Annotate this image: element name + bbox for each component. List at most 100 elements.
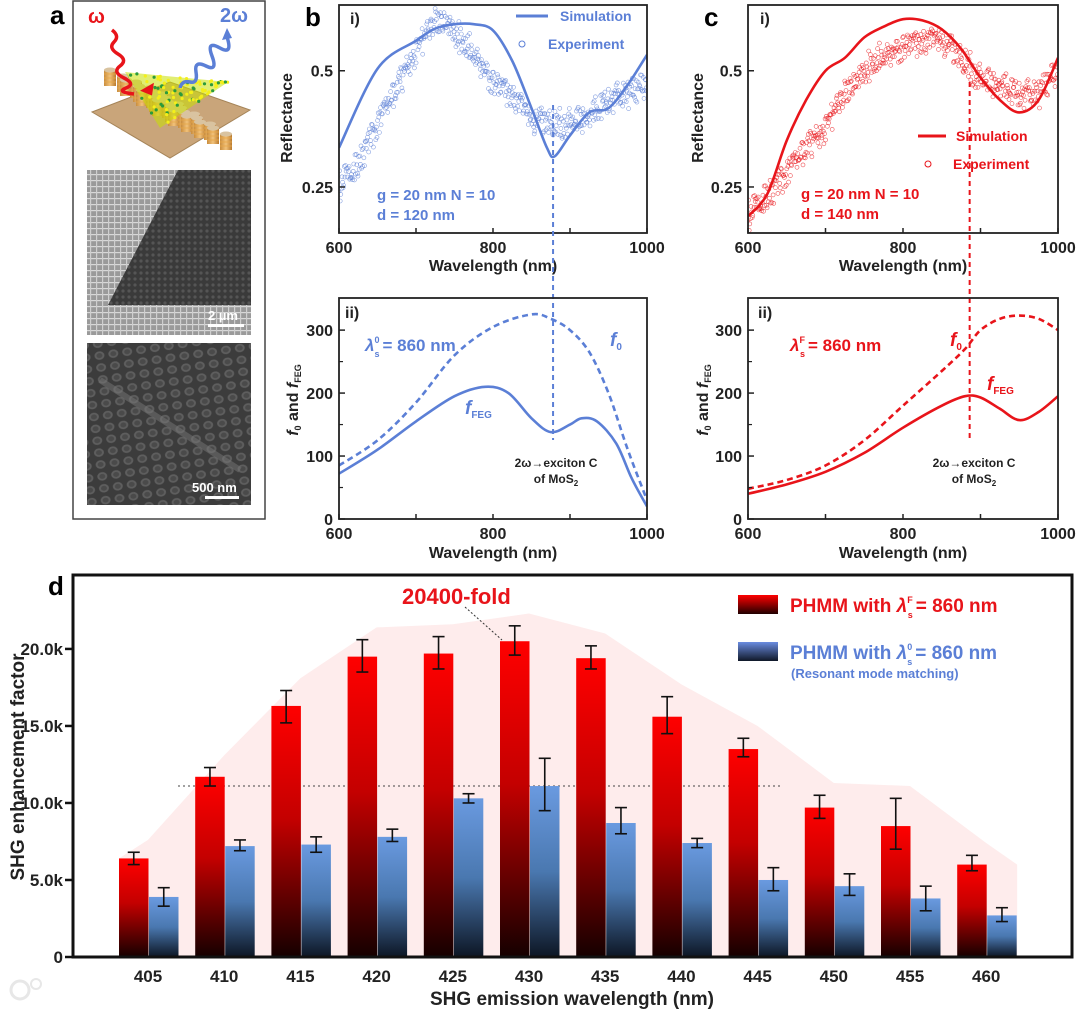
data-point [393, 96, 399, 101]
data-point [842, 78, 848, 84]
atom [161, 104, 165, 108]
data-point [898, 44, 904, 50]
data-point [376, 114, 382, 120]
x-tick-label: 415 [286, 967, 314, 986]
atom [178, 76, 182, 80]
data-point [542, 111, 548, 116]
data-point [782, 175, 787, 180]
data-point [857, 79, 863, 85]
data-point [1039, 79, 1044, 84]
x-axis-title: Wavelength (nm) [839, 545, 967, 562]
x-tick-label: 420 [362, 967, 390, 986]
data-point [419, 26, 425, 32]
data-point [520, 95, 525, 101]
data-point [748, 204, 754, 209]
data-point [352, 177, 357, 183]
data-point [777, 181, 783, 186]
data-point [460, 40, 466, 46]
data-point [795, 151, 800, 156]
data-point [495, 72, 500, 77]
sem-image-top: 2 µm [87, 170, 251, 335]
data-point [917, 49, 923, 54]
x-tick-label: 1000 [1040, 240, 1076, 257]
bar-red [652, 716, 682, 957]
data-point [482, 68, 488, 74]
data-point [803, 149, 809, 155]
data-point [800, 162, 806, 168]
data-point [346, 164, 352, 169]
data-point [420, 51, 426, 57]
data-point [572, 119, 578, 124]
data-point [973, 74, 979, 80]
data-point [822, 131, 827, 136]
bar-blue [682, 843, 712, 957]
y-tick-label: 0 [54, 948, 63, 967]
data-point [795, 158, 801, 163]
data-point [512, 92, 518, 97]
data-point [847, 76, 853, 81]
atom [157, 90, 161, 94]
data-point [360, 146, 366, 151]
data-point [600, 98, 606, 103]
data-point [900, 34, 906, 40]
data-point [531, 131, 537, 137]
data-point [961, 69, 966, 75]
data-point [875, 46, 880, 51]
legend-simulation: Simulation [956, 128, 1028, 144]
subpanel-label: i) [350, 11, 360, 28]
atom [129, 73, 133, 77]
data-point [430, 32, 436, 37]
y-tick-label: 0.25 [302, 180, 333, 197]
data-point [610, 97, 615, 103]
x-tick-label: 410 [210, 967, 238, 986]
data-point [767, 195, 772, 201]
atom [153, 85, 157, 90]
data-point [876, 65, 882, 71]
data-point [557, 106, 563, 111]
data-point [568, 113, 573, 119]
data-point [519, 98, 525, 103]
x-tick-label: 600 [326, 240, 353, 257]
y-axis-title: f0 and fFEG [285, 364, 303, 436]
x-tick-label: 440 [667, 967, 695, 986]
data-point [452, 35, 458, 40]
data-point [927, 44, 932, 50]
data-point [874, 68, 879, 73]
data-point [968, 77, 974, 83]
scale-bar-2um: 2 µm [208, 308, 238, 323]
data-point [366, 126, 372, 132]
data-point [792, 150, 798, 155]
legend-experiment: Experiment [953, 156, 1030, 172]
data-point [351, 161, 357, 167]
y-tick-label: 15.0k [20, 717, 63, 736]
atom [154, 108, 158, 112]
y-tick-label: 10.0k [20, 794, 63, 813]
data-point [930, 28, 935, 34]
data-point [850, 86, 856, 91]
data-point [478, 74, 484, 79]
data-point [355, 173, 361, 179]
data-point [755, 199, 760, 205]
data-point [1033, 82, 1039, 87]
data-point [748, 217, 751, 223]
data-point [375, 118, 380, 123]
data-point [635, 79, 641, 85]
data-point [884, 42, 890, 47]
data-point [868, 52, 873, 57]
data-point [629, 83, 634, 88]
data-point [752, 199, 758, 204]
series-ffeg [748, 394, 1058, 496]
atom [191, 98, 195, 102]
data-point [544, 116, 550, 121]
data-point [366, 149, 372, 155]
data-point [388, 89, 393, 94]
legend-blue-note: (Resonant mode matching) [791, 666, 959, 681]
data-point [874, 60, 880, 66]
data-point [446, 31, 452, 37]
incident-arrowhead [140, 82, 154, 96]
data-point [378, 105, 383, 110]
bar-plot-area: 405 410 415 420 425 430 435 440 445 450 455 460 0 5.0… [20, 573, 1074, 986]
data-point [374, 135, 380, 140]
data-point [946, 42, 952, 48]
